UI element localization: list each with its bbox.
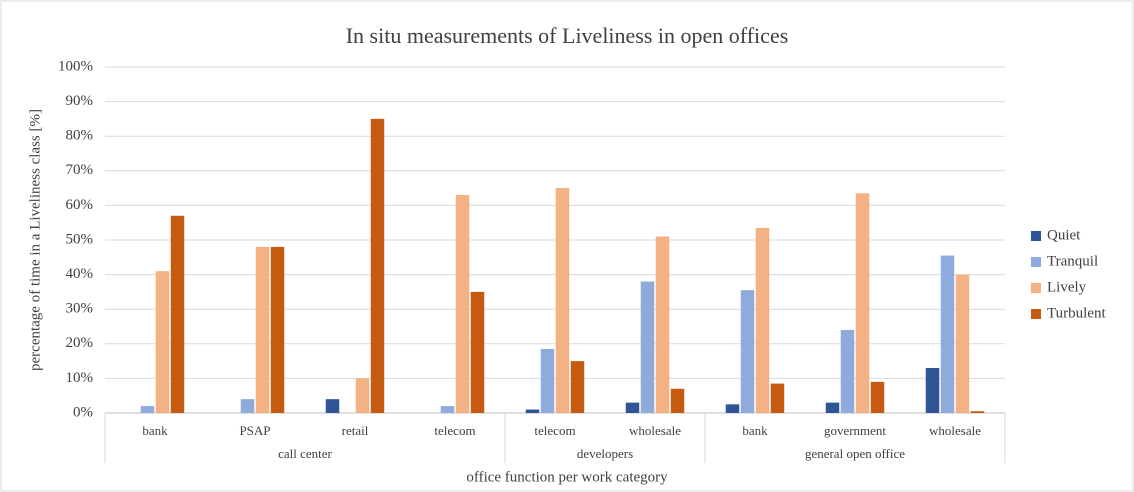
y-tick-label: 50% <box>66 231 94 247</box>
y-tick-label: 10% <box>66 370 94 386</box>
y-tick-label: 0% <box>73 404 93 420</box>
bar <box>925 368 940 413</box>
x-tick-label: bank <box>142 423 168 438</box>
bar <box>155 271 170 413</box>
bar <box>540 348 555 413</box>
x-tick-label: retail <box>342 423 369 438</box>
bar <box>770 383 785 413</box>
legend-swatch <box>1031 309 1041 319</box>
bar <box>870 381 885 413</box>
bar <box>670 388 685 413</box>
bar <box>370 118 385 414</box>
legend-label: Turbulent <box>1047 305 1106 321</box>
y-tick-label: 40% <box>66 266 94 282</box>
bar <box>555 188 570 413</box>
bar <box>440 406 455 413</box>
bar <box>655 236 670 413</box>
y-tick-label: 70% <box>66 162 94 178</box>
bar <box>270 246 285 413</box>
y-tick-label: 90% <box>66 93 94 109</box>
bar <box>355 378 370 413</box>
bar <box>170 215 185 413</box>
legend-swatch <box>1031 257 1041 267</box>
x-tick-label: government <box>824 423 886 438</box>
y-tick-label: 80% <box>66 128 94 144</box>
group-label: general open office <box>805 446 905 461</box>
x-tick-label: telecom <box>434 423 475 438</box>
x-tick-label: telecom <box>534 423 575 438</box>
bar <box>755 227 770 413</box>
bar <box>140 406 155 413</box>
bar <box>640 281 655 413</box>
chart-title: In situ measurements of Liveliness in op… <box>346 23 789 48</box>
bar <box>625 402 640 413</box>
bar <box>725 404 740 413</box>
legend-label: Quiet <box>1047 227 1081 243</box>
bar <box>325 399 340 413</box>
legend-swatch <box>1031 231 1041 241</box>
y-tick-label: 20% <box>66 335 94 351</box>
x-tick-label: wholesale <box>929 423 981 438</box>
bar <box>525 409 540 413</box>
legend-label: Lively <box>1047 279 1087 295</box>
x-tick-label: wholesale <box>629 423 681 438</box>
x-tick-label: PSAP <box>239 423 270 438</box>
group-label: call center <box>278 446 332 461</box>
bar <box>470 291 485 413</box>
legend-swatch <box>1031 283 1041 293</box>
y-tick-label: 60% <box>66 197 94 213</box>
bar <box>840 329 855 413</box>
legend-label: Tranquil <box>1047 253 1098 269</box>
x-tick-label: bank <box>742 423 768 438</box>
bar <box>740 290 755 413</box>
bar <box>255 246 270 413</box>
bar <box>970 411 985 413</box>
bar <box>240 399 255 413</box>
bar <box>570 361 585 413</box>
bar <box>940 255 955 413</box>
group-label: developers <box>577 446 633 461</box>
y-axis-title: percentage of time in a Liveliness class… <box>27 109 43 371</box>
x-axis-title: office function per work category <box>466 469 668 485</box>
bar <box>825 402 840 413</box>
y-tick-label: 30% <box>66 301 94 317</box>
bar <box>855 193 870 413</box>
y-tick-label: 100% <box>58 58 93 74</box>
bar <box>455 195 470 413</box>
bar <box>955 274 970 413</box>
